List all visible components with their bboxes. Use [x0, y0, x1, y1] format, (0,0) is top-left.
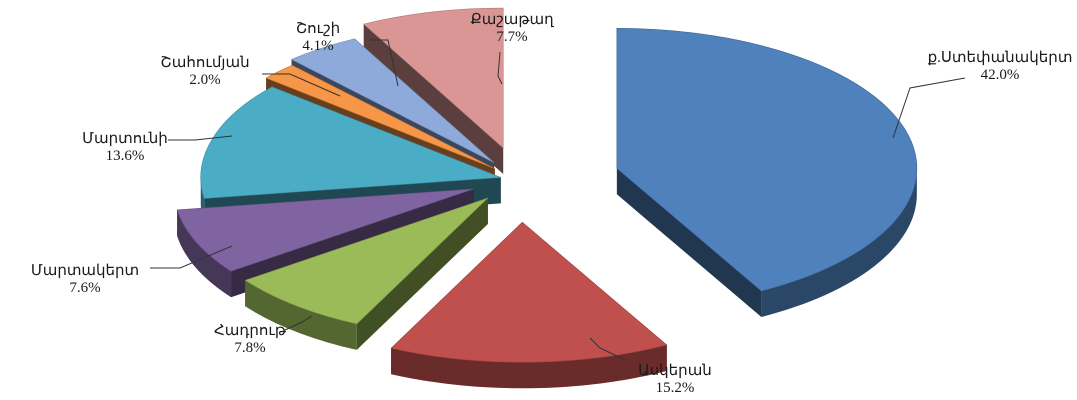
slice-label-6: Շահումյան 2.0% — [160, 55, 249, 88]
slice-label-4: Մարտակերտ 7.6% — [31, 263, 139, 296]
pie-slice-2 — [390, 221, 668, 389]
leader-line-7 — [370, 39, 399, 87]
leader-line-3 — [284, 315, 313, 331]
pie-slice-3 — [244, 197, 489, 350]
pie-slice-8 — [363, 7, 504, 175]
slice-label-3: Հադրութ 7.8% — [214, 323, 287, 356]
leader-line-1 — [892, 77, 966, 139]
leader-line-2 — [589, 337, 626, 361]
slice-label-2: Ասկերան 15.2% — [638, 363, 712, 396]
leader-line-8 — [497, 51, 503, 85]
slice-label-8: Քաշաթաղ 7.7% — [470, 12, 554, 45]
leader-line-5 — [168, 135, 233, 141]
pie-slice-1 — [616, 28, 918, 317]
leader-line-4 — [150, 245, 233, 269]
slice-label-7: Շուշի 4.1% — [296, 21, 340, 54]
leader-line-6 — [262, 73, 341, 97]
slice-label-1: ք.Ստեփանակերտ 42.0% — [928, 50, 1073, 83]
slice-label-5: Մարտունի 13.6% — [82, 131, 168, 164]
